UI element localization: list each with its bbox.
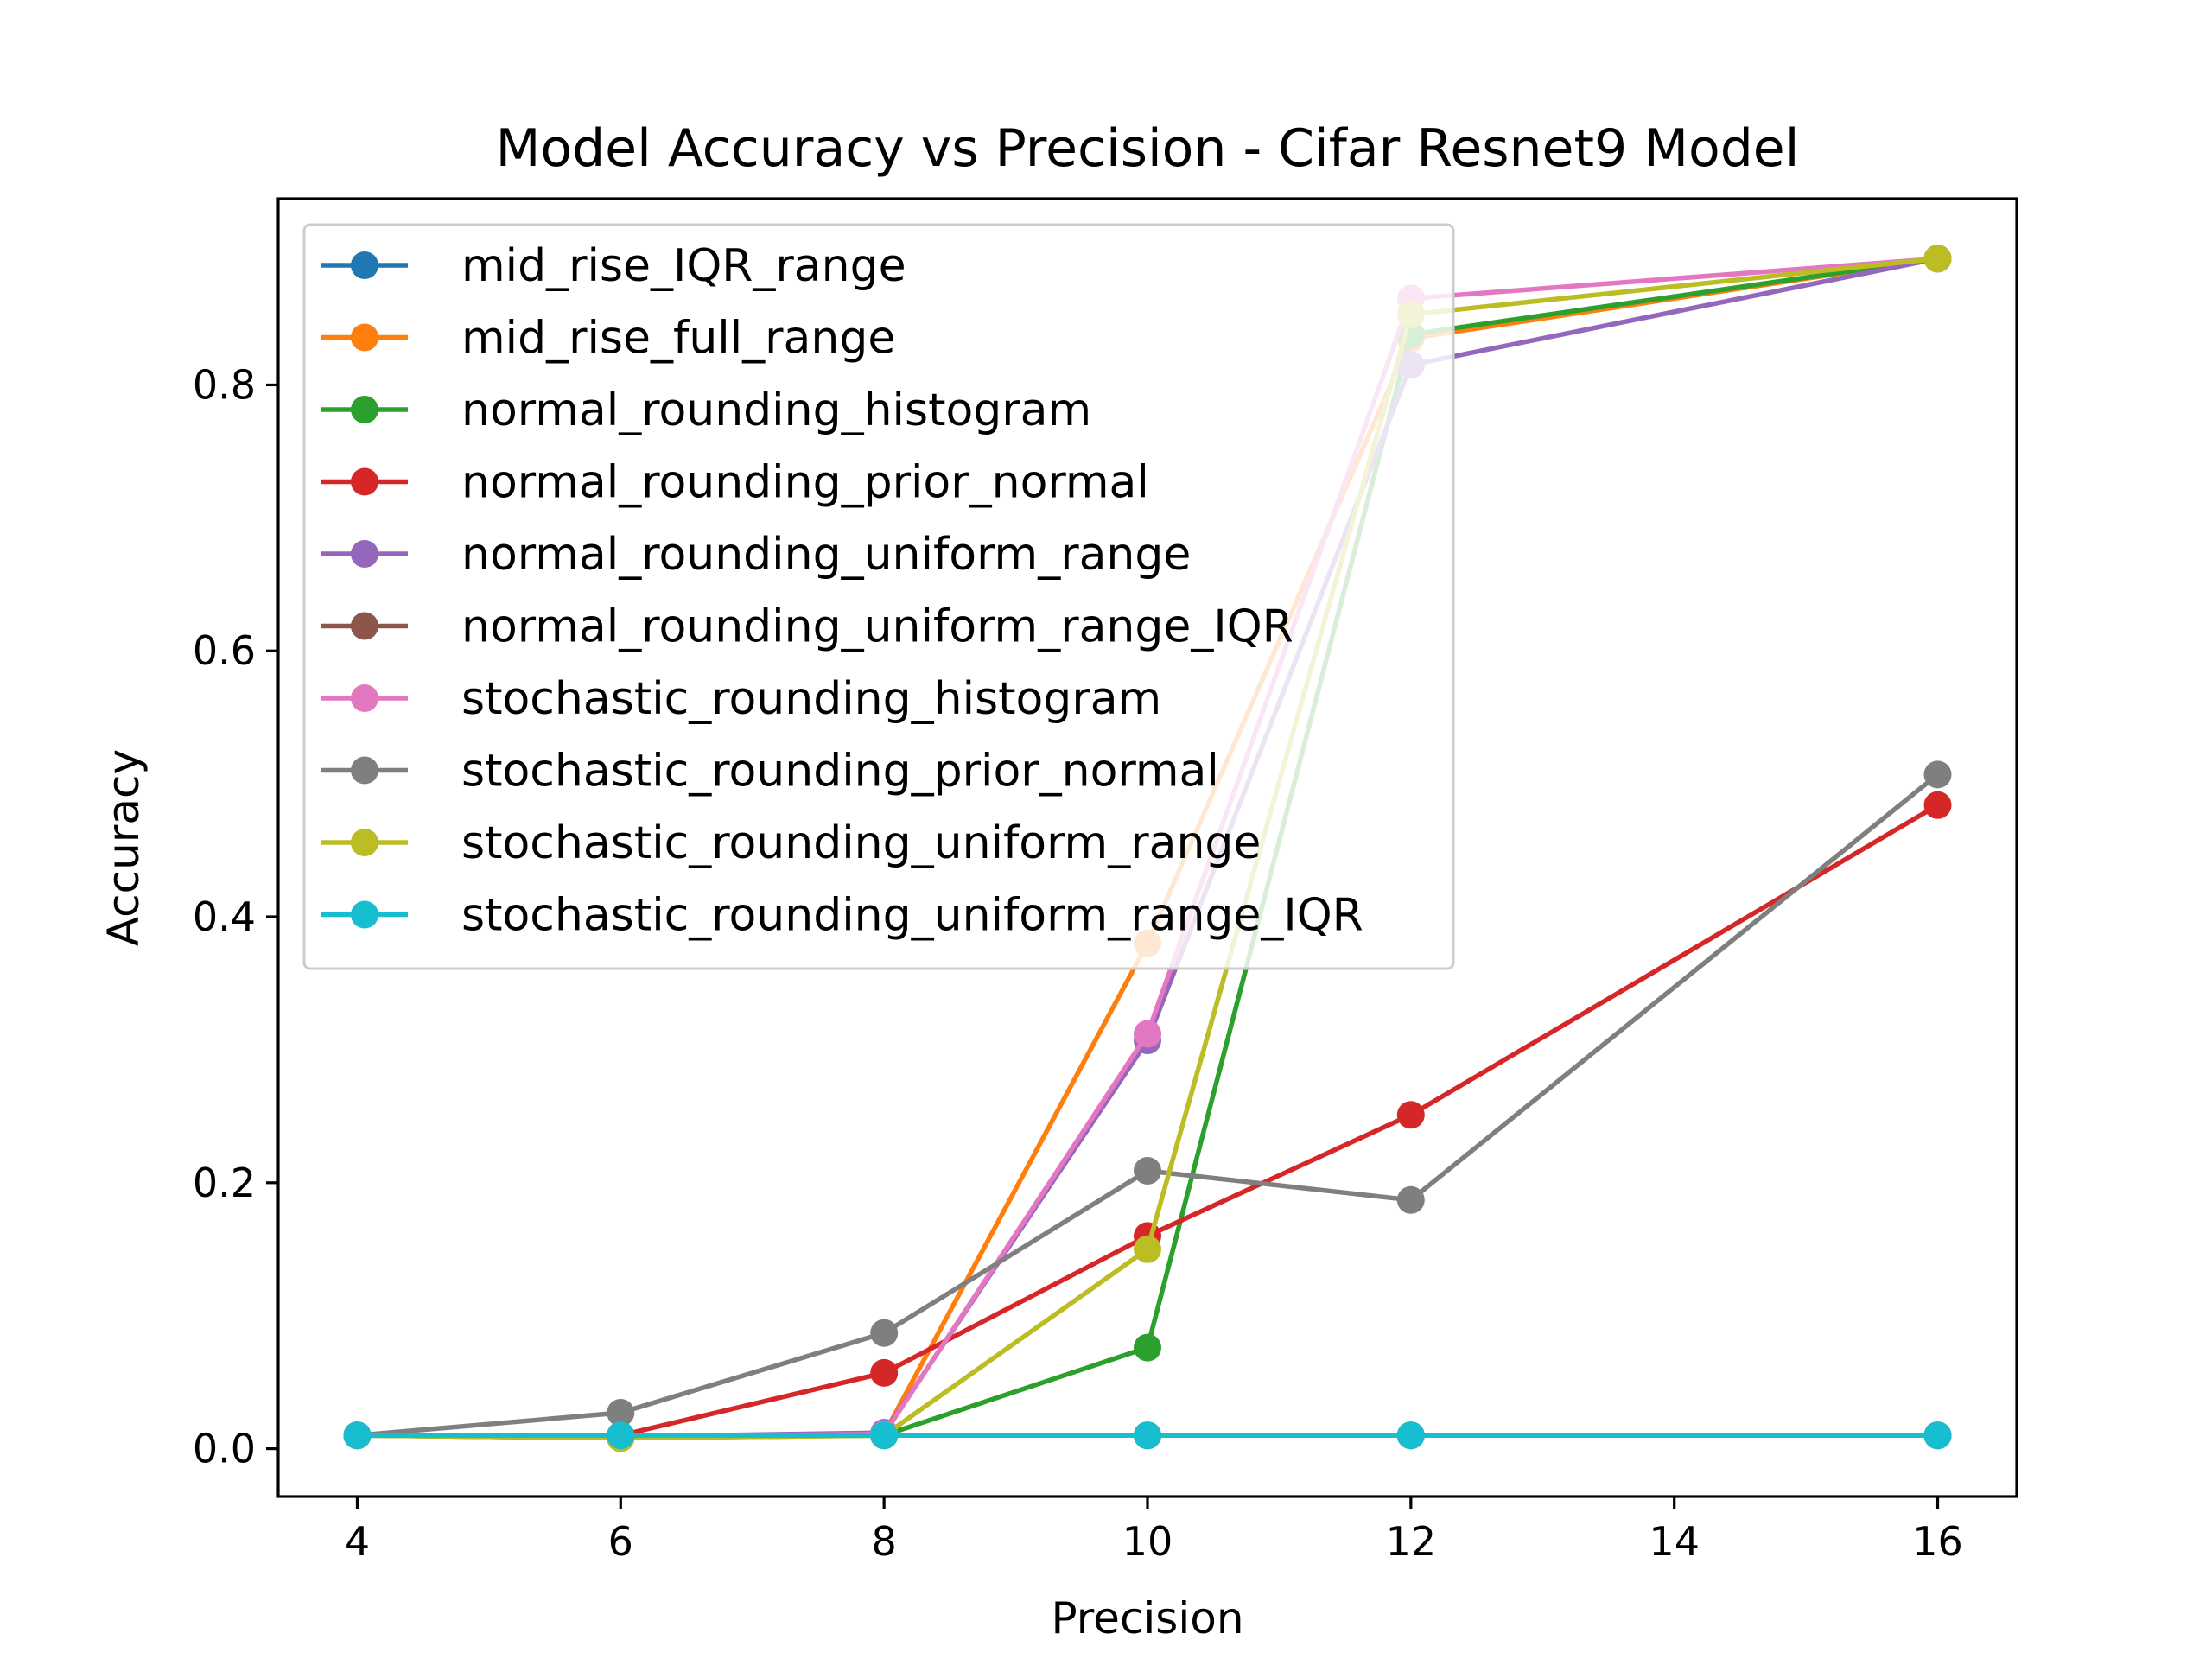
data-point — [607, 1399, 635, 1427]
data-point — [1923, 760, 1952, 789]
data-point — [870, 1319, 899, 1347]
legend-label: stochastic_rounding_uniform_range_IQR — [461, 890, 1363, 942]
legend-marker — [351, 540, 378, 568]
legend-label: stochastic_rounding_histogram — [461, 673, 1161, 725]
legend-marker — [351, 396, 378, 423]
legend-entry: normal_rounding_histogram — [321, 385, 1091, 436]
x-tick-label: 4 — [345, 1518, 370, 1565]
legend-entry: stochastic_rounding_uniform_range — [321, 817, 1261, 869]
legend-entry: stochastic_rounding_prior_normal — [321, 746, 1219, 798]
legend-label: mid_rise_full_range — [461, 313, 895, 365]
y-tick-label: 0.4 — [193, 893, 256, 940]
series-stochastic-rounding-prior-normal — [343, 760, 1952, 1450]
y-tick-label: 0.0 — [193, 1426, 256, 1472]
legend-box — [302, 223, 1455, 970]
legend-label: normal_rounding_uniform_range — [461, 529, 1191, 581]
legend-entry: mid_rise_full_range — [321, 313, 895, 365]
legend-label: stochastic_rounding_uniform_range — [461, 817, 1261, 869]
x-tick-label: 6 — [608, 1518, 633, 1565]
legend-entry: normal_rounding_uniform_range — [321, 529, 1191, 581]
data-point — [343, 1421, 372, 1450]
data-point — [870, 1358, 899, 1387]
data-point — [1134, 1020, 1161, 1048]
data-point — [1396, 1185, 1425, 1214]
data-point — [1396, 1421, 1425, 1450]
x-axis-label: Precision — [1051, 1593, 1243, 1643]
data-point — [1396, 1101, 1425, 1129]
legend-marker — [351, 612, 378, 640]
legend-marker — [351, 900, 378, 929]
legend-label: normal_rounding_prior_normal — [461, 457, 1149, 509]
x-tick-label: 14 — [1649, 1518, 1700, 1565]
data-point — [1923, 1421, 1952, 1450]
legend-marker — [351, 467, 378, 496]
axis-ticks: 4 6 8 10 12 14 16 0.0 0.2 0.4 0.6 0.8 — [193, 361, 1963, 1565]
legend-marker — [351, 756, 378, 785]
legend-entry: normal_rounding_uniform_range_IQR — [321, 601, 1294, 653]
legend-label: stochastic_rounding_prior_normal — [461, 746, 1219, 798]
y-tick-label: 0.8 — [193, 361, 256, 408]
legend-label: normal_rounding_uniform_range_IQR — [461, 601, 1294, 653]
data-point — [1134, 1157, 1161, 1185]
legend-marker — [351, 323, 378, 352]
data-point — [607, 1421, 635, 1450]
data-point — [1134, 1421, 1161, 1450]
x-tick-label: 16 — [1912, 1518, 1963, 1565]
legend-marker — [351, 684, 378, 712]
legend-entry: stochastic_rounding_histogram — [321, 673, 1161, 725]
chart-title: Model Accuracy vs Precision - Cifar Resn… — [496, 118, 1800, 179]
legend-entry: normal_rounding_prior_normal — [321, 457, 1149, 509]
y-tick-label: 0.2 — [193, 1160, 256, 1206]
legend-marker — [351, 251, 378, 279]
legend-entry: stochastic_rounding_uniform_range_IQR — [321, 890, 1363, 942]
legend-label: normal_rounding_histogram — [461, 385, 1091, 436]
legend-label: mid_rise_IQR_range — [461, 240, 906, 292]
x-tick-label: 8 — [872, 1518, 897, 1565]
data-point — [1923, 245, 1952, 273]
series-line — [354, 771, 1942, 1439]
data-point — [1134, 1333, 1161, 1362]
data-point — [870, 1421, 899, 1450]
x-tick-label: 12 — [1386, 1518, 1437, 1565]
data-point — [1923, 791, 1952, 819]
y-axis-label: Accuracy — [99, 749, 149, 946]
data-point — [1134, 1235, 1161, 1263]
x-tick-label: 10 — [1122, 1518, 1173, 1565]
series-stochastic-rounding-uniform-range-IQR — [343, 1421, 1952, 1450]
legend: mid_rise_IQR_range mid_rise_full_rangenor… — [302, 223, 1455, 970]
y-tick-label: 0.6 — [193, 627, 256, 674]
legend-entry: mid_rise_IQR_range — [321, 240, 906, 292]
legend-marker — [351, 829, 378, 856]
